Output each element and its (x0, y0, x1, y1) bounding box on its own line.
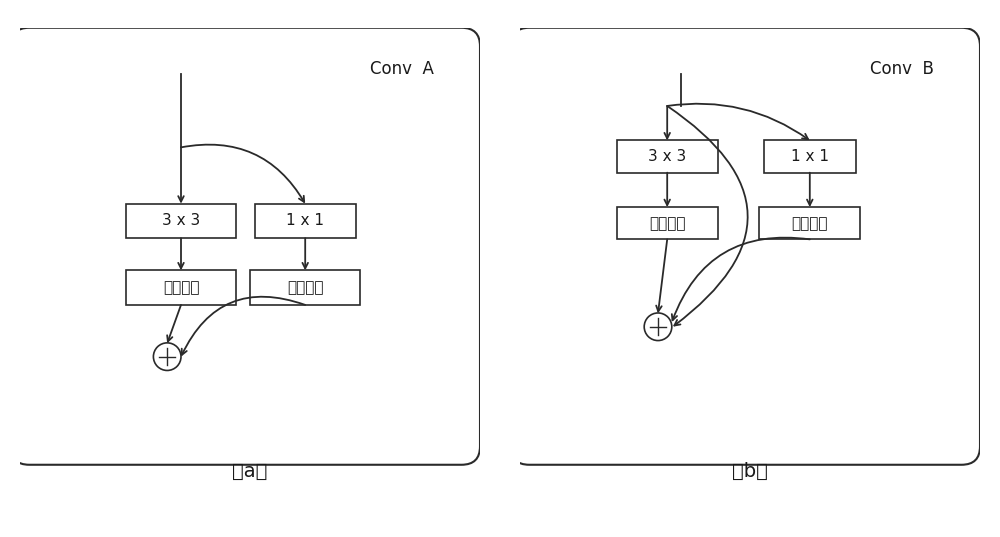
Text: 批归一化: 批归一化 (287, 280, 323, 295)
Text: Conv  B: Conv B (870, 60, 934, 78)
FancyBboxPatch shape (255, 204, 356, 238)
FancyBboxPatch shape (11, 28, 480, 465)
Text: 批归一化: 批归一化 (649, 216, 685, 231)
Circle shape (644, 313, 672, 340)
FancyBboxPatch shape (126, 204, 236, 238)
Text: （b）: （b） (732, 462, 768, 481)
Text: Conv  A: Conv A (370, 60, 434, 78)
Text: 3 x 3: 3 x 3 (648, 149, 686, 164)
FancyBboxPatch shape (617, 207, 718, 240)
FancyBboxPatch shape (511, 28, 980, 465)
FancyBboxPatch shape (617, 141, 718, 173)
Text: 批归一化: 批归一化 (163, 280, 199, 295)
Text: 3 x 3: 3 x 3 (162, 214, 200, 228)
FancyBboxPatch shape (126, 271, 236, 305)
FancyBboxPatch shape (250, 271, 360, 305)
FancyBboxPatch shape (759, 207, 860, 240)
Text: （a）: （a） (232, 462, 268, 481)
Text: 1 x 1: 1 x 1 (286, 214, 324, 228)
Text: 批归一化: 批归一化 (792, 216, 828, 231)
FancyBboxPatch shape (764, 141, 856, 173)
Circle shape (153, 343, 181, 371)
Text: 1 x 1: 1 x 1 (791, 149, 829, 164)
